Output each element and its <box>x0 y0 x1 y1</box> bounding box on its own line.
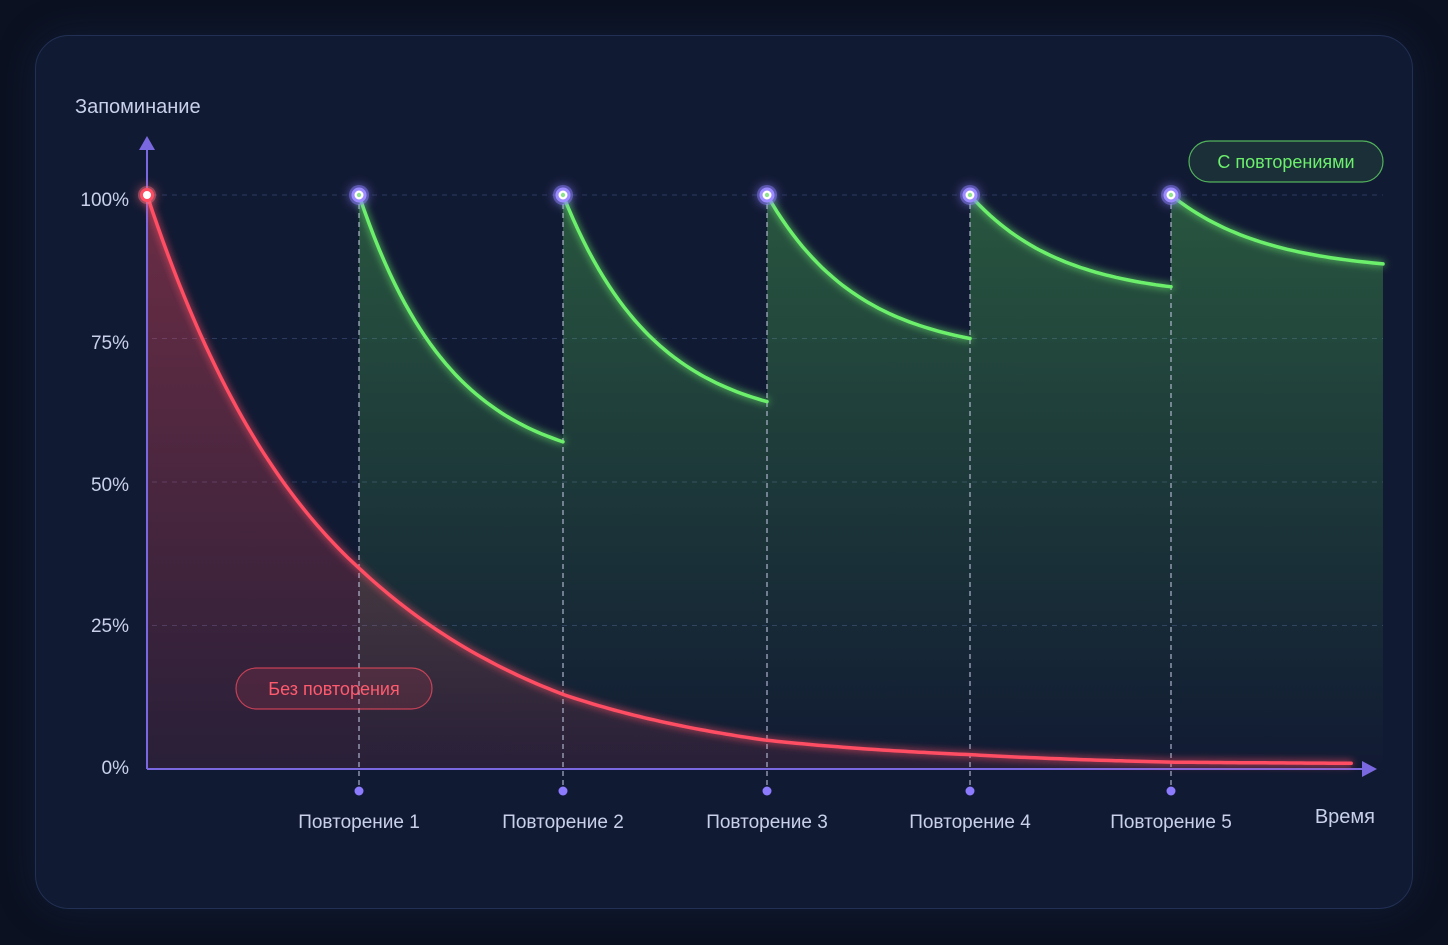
x-tick-label-review-2: Повторение 2 <box>502 812 624 833</box>
x-tick-label-review-5: Повторение 5 <box>1110 812 1232 833</box>
review-guide-lines <box>354 195 1176 796</box>
review-points <box>138 185 1181 205</box>
axes <box>139 136 1377 777</box>
x-tick-dot-2 <box>558 786 568 796</box>
series-line-no-review <box>145 193 1353 766</box>
legend-badge-no-review: Без повторения <box>235 667 433 710</box>
area-with-review <box>359 195 1383 769</box>
area-no-review <box>147 195 1352 769</box>
series-line-with-review-segment-4 <box>968 193 1173 289</box>
x-tick-label-review-4: Повторение 4 <box>909 812 1031 833</box>
y-axis-title: Запоминание <box>75 96 201 118</box>
review-point-core-4 <box>967 192 973 198</box>
y-tick-label: 100% <box>80 190 129 211</box>
series-line-with-review-segment-2 <box>561 193 769 404</box>
review-point-core-3 <box>764 192 770 198</box>
y-tick-label: 0% <box>102 758 130 779</box>
series-line-with-review-segment-3 <box>765 193 972 341</box>
x-axis-arrow <box>1362 761 1377 777</box>
legend-label-no-review: Без повторения <box>268 679 399 699</box>
review-point-core-2 <box>560 192 566 198</box>
x-tick-dot-4 <box>965 786 975 796</box>
area-fills <box>147 195 1383 769</box>
legend-label-with-review: С повторениями <box>1217 152 1354 172</box>
y-tick-label: 75% <box>91 333 129 354</box>
x-axis-title: Время <box>1315 806 1375 828</box>
review-point-core-5 <box>1168 192 1174 198</box>
start-point <box>140 188 154 202</box>
review-point-core-1 <box>356 192 362 198</box>
y-tick-label: 25% <box>91 616 129 637</box>
x-tick-label-review-1: Повторение 1 <box>298 812 420 833</box>
x-tick-dot-3 <box>762 786 772 796</box>
y-tick-labels: 100% 75% 50% 25% 0% <box>80 190 129 779</box>
series-line-with-review-segment-5 <box>1169 193 1385 266</box>
y-axis-arrow <box>139 136 155 150</box>
series-line-with-review-segment-1 <box>357 193 565 444</box>
y-tick-label: 50% <box>91 475 129 496</box>
x-tick-label-review-3: Повторение 3 <box>706 812 828 833</box>
legend-badge-with-review: С повторениями <box>1188 140 1384 183</box>
series-lines <box>145 193 1385 766</box>
x-tick-dot-1 <box>354 786 364 796</box>
x-tick-labels: Повторение 1 Повторение 2 Повторение 3 П… <box>298 812 1232 833</box>
x-tick-dot-5 <box>1166 786 1176 796</box>
